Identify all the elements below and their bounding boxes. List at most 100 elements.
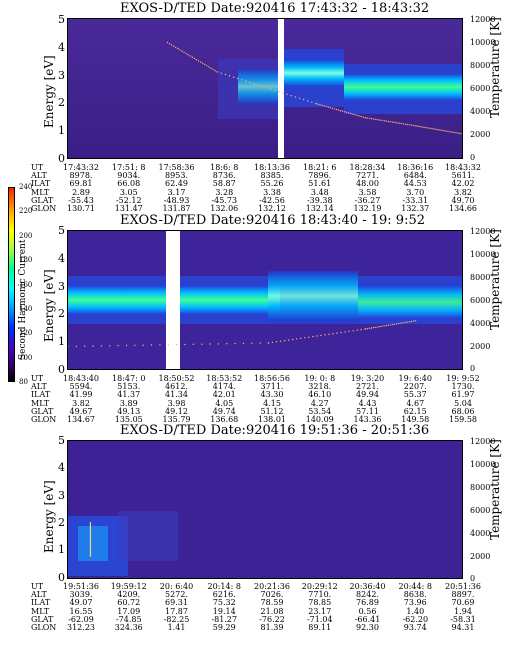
orbit-table-cell: 3.58 (358, 187, 377, 197)
orbit-table-row: GLON 312.23 324.36 1.41 59.29 81.39 89.11 92.30… (31, 622, 474, 632)
temperature-point (279, 340, 282, 342)
orbit-table-row-label: ALT (31, 382, 47, 392)
orbit-table-cell: 76.89 (356, 598, 379, 608)
orbit-table-cell: 51.61 (308, 179, 332, 189)
orbit-table-cell: -71.04 (306, 614, 333, 624)
orbit-table-cell: -76.22 (259, 614, 285, 624)
panel-3-y2tick: 12000 (470, 437, 496, 446)
colorbar-tick: 100 (19, 353, 33, 362)
panel-1-y2label: Temperature [K] (488, 17, 502, 118)
orbit-table-cell: 21.08 (260, 606, 284, 616)
temperature-point (283, 340, 286, 342)
temperature-point (437, 129, 439, 131)
orbit-table-cell: 68.06 (451, 406, 475, 416)
colorbar (8, 187, 15, 382)
temperature-point (373, 118, 375, 120)
colorbar-tick: 120 (19, 329, 33, 338)
temperature-point (360, 115, 362, 118)
orbit-table-cell: 135.05 (114, 414, 143, 424)
temperature-point (191, 56, 193, 58)
orbit-table-cell: 3.82 (454, 187, 472, 197)
orbit-table-cell: 43.30 (260, 390, 284, 400)
temperature-point (387, 120, 390, 123)
orbit-table-cell: 1.41 (167, 622, 186, 632)
temperature-point (220, 72, 222, 74)
orbit-table-cell: 6484. (403, 171, 427, 181)
panel-1-y2tick: 0 (470, 153, 476, 162)
colorbar-tick: 80 (19, 378, 28, 386)
orbit-table-cell: 94.31 (451, 622, 475, 632)
temperature-point (181, 50, 183, 52)
orbit-table-cell: -33.31 (402, 195, 429, 205)
temperature-point (327, 106, 329, 108)
temperature-point (433, 128, 435, 130)
temperature-point (379, 325, 381, 328)
temperature-point (412, 320, 415, 322)
temperature-point (385, 324, 387, 327)
orbit-table-cell: 89.11 (308, 622, 332, 632)
orbit-table-cell: 4.05 (215, 398, 234, 408)
orbit-table-cell: 70.69 (451, 598, 475, 608)
temperature-point (441, 129, 443, 132)
orbit-table-cell: 4.43 (358, 398, 377, 408)
orbit-table-cell: 1730. (451, 382, 475, 392)
orbit-table-cell: 51.12 (260, 406, 284, 416)
orbit-table-cell: 20:21:36 (254, 582, 290, 591)
orbit-table-cell: 44.53 (403, 179, 427, 189)
orbit-table-cell: 143.36 (353, 414, 382, 424)
temperature-point (312, 335, 314, 338)
orbit-table-cell: 18:43:32 (445, 163, 481, 172)
panel-1-ylabel: Energy [eV] (42, 55, 56, 128)
temperature-point (328, 333, 330, 335)
panel-3-y2tick: 8000 (470, 483, 491, 492)
orbit-table-cell: 7710. (308, 590, 332, 600)
temperature-point (249, 81, 251, 84)
temperature-point (341, 110, 344, 112)
orbit-table-row-label: ALT (31, 171, 47, 181)
temperature-point (270, 88, 272, 90)
panel-1-title: EXOS-D/TED Date:920416 17:43:32 - 18:43:… (120, 1, 430, 16)
panel-1-y2tick: 12000 (470, 15, 496, 24)
panel-3-orbit-table: UT 19:51:36 19:59:12 20: 6:40 20:14: 8 20:21:… (31, 582, 481, 632)
temperature-point (193, 57, 196, 60)
temperature-point (400, 122, 402, 125)
temperature-point (414, 320, 417, 322)
orbit-table-cell: 17.09 (117, 606, 141, 616)
orbit-table-cell: 69.31 (165, 598, 188, 608)
temperature-point (324, 334, 326, 336)
colorbar-tick: 200 (19, 231, 33, 240)
temperature-point (404, 123, 407, 125)
temperature-point (461, 133, 462, 135)
temperature-point (381, 325, 383, 327)
orbit-table-cell: 3.98 (167, 398, 186, 408)
panel-2-ytick-5: 5 (58, 224, 65, 237)
orbit-table-cell: 2207. (403, 382, 427, 392)
panel-3-ytick-1: 1 (58, 543, 65, 556)
temperature-point (337, 109, 340, 111)
orbit-table-cell: 5611. (451, 171, 475, 181)
temperature-point (358, 115, 360, 117)
temperature-point (413, 124, 415, 127)
temperature-point (340, 331, 342, 334)
temperature-point (209, 343, 211, 345)
temperature-point (170, 44, 173, 46)
orbit-table-cell: 3.70 (406, 187, 425, 197)
panel-2-spectrogram (68, 231, 462, 369)
temperature-point (187, 54, 189, 56)
orbit-table-cell: 5272. (165, 590, 188, 600)
orbit-table-cell: 61.97 (451, 390, 475, 400)
orbit-table-cell: 2721. (356, 382, 379, 392)
temperature-point (319, 104, 321, 106)
temperature-point (142, 344, 144, 346)
orbit-table-cell: 78.85 (308, 598, 332, 608)
temperature-point (259, 342, 261, 344)
temperature-point (368, 117, 371, 120)
orbit-table-row-label: ALT (31, 590, 47, 600)
orbit-table-cell: 19: 9:52 (446, 374, 480, 383)
panel-2-y2tick: 0 (470, 364, 476, 373)
panel-2-ytick-3: 3 (58, 280, 65, 293)
temperature-point (206, 65, 208, 67)
temperature-point (185, 52, 187, 55)
temperature-point (377, 119, 379, 121)
orbit-table-cell: 57.11 (356, 406, 379, 416)
